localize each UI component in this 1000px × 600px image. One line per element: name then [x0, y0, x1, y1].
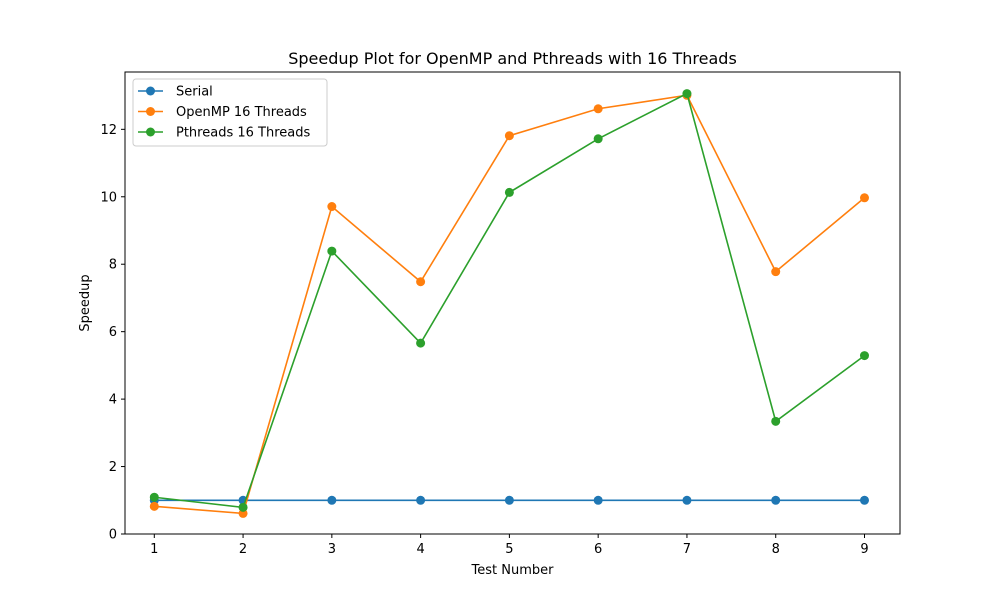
data-point-pthreads-16-threads — [593, 134, 603, 144]
y-tick-label: 10 — [100, 190, 117, 205]
y-axis: 0 2 4 6 8 10 12 — [100, 123, 125, 543]
legend-item-openmp-16-threads: OpenMP 16 Threads — [138, 105, 307, 120]
legend-box — [132, 78, 328, 147]
data-point-serial — [416, 495, 426, 505]
data-point-openmp-16-threads — [771, 267, 781, 277]
x-tick-label: 2 — [239, 542, 247, 557]
data-point-serial — [327, 495, 337, 505]
y-tick-label: 6 — [109, 325, 117, 340]
data-point-openmp-16-threads — [416, 277, 426, 287]
x-tick-label: 1 — [150, 542, 158, 557]
series-layer — [149, 89, 869, 518]
data-point-openmp-16-threads — [859, 193, 869, 203]
legend-label: Pthreads 16 Threads — [176, 126, 310, 141]
legend-label: OpenMP 16 Threads — [176, 105, 307, 120]
legend-marker — [146, 127, 155, 137]
y-axis-title: Speedup — [78, 274, 93, 331]
x-tick-label: 8 — [772, 542, 780, 557]
data-point-serial — [504, 495, 514, 505]
y-tick-label: 0 — [109, 528, 117, 543]
data-point-pthreads-16-threads — [238, 502, 248, 512]
data-point-serial — [682, 495, 692, 505]
x-tick-label: 6 — [594, 542, 602, 557]
legend-label: Serial — [176, 85, 213, 100]
legend: Serial OpenMP 16 Threads Pthreads 16 Threa… — [132, 78, 328, 147]
chart-title: Speedup Plot for OpenMP and Pthreads wit… — [288, 49, 737, 68]
legend-item-serial: Serial — [138, 85, 213, 100]
data-point-pthreads-16-threads — [416, 338, 426, 348]
legend-marker — [146, 107, 155, 116]
data-point-serial — [771, 495, 781, 505]
y-tick-label: 12 — [100, 123, 117, 138]
data-point-pthreads-16-threads — [149, 492, 159, 502]
data-point-openmp-16-threads — [327, 202, 337, 212]
y-tick-label: 2 — [109, 460, 117, 475]
data-point-pthreads-16-threads — [504, 187, 514, 197]
x-tick-label: 9 — [860, 542, 868, 557]
y-tick-label: 4 — [109, 393, 117, 408]
data-point-pthreads-16-threads — [859, 351, 869, 361]
data-point-serial — [859, 495, 869, 505]
legend-marker — [146, 86, 155, 96]
data-point-pthreads-16-threads — [327, 246, 337, 256]
x-tick-label: 7 — [683, 542, 691, 557]
data-point-openmp-16-threads — [593, 104, 603, 114]
legend-item-pthreads-16-threads: Pthreads 16 Threads — [138, 126, 310, 141]
data-point-openmp-16-threads — [149, 501, 159, 511]
data-point-openmp-16-threads — [504, 131, 514, 141]
plot-frame — [124, 71, 901, 535]
y-tick-label: 8 — [109, 258, 117, 273]
x-axis-title: Test Number — [471, 563, 555, 578]
plot-area — [125, 72, 900, 534]
data-point-pthreads-16-threads — [771, 416, 781, 426]
x-axis: 1 2 3 4 5 6 7 8 9 — [150, 534, 869, 557]
x-tick-label: 5 — [505, 542, 513, 557]
x-tick-label: 4 — [416, 542, 424, 557]
data-point-pthreads-16-threads — [682, 89, 692, 99]
data-point-serial — [593, 495, 603, 505]
x-tick-label: 3 — [328, 542, 336, 557]
